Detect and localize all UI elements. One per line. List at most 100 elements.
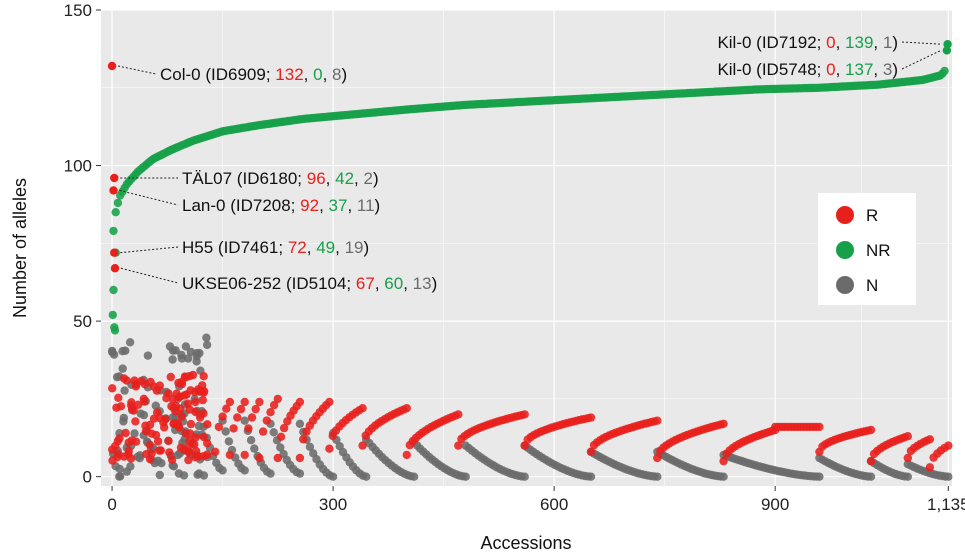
r-point [180,391,189,400]
r-point [586,413,596,422]
r-point [119,452,129,461]
n-point [903,472,912,481]
n-point [944,472,953,481]
r-point [180,372,190,381]
n-point [136,409,145,418]
r-point [247,413,257,422]
nr-point [108,310,118,320]
r-point [222,404,231,413]
r-point [203,420,212,429]
legend: R NR N [818,193,916,305]
n-point [109,350,119,359]
n-point [276,443,285,452]
annotation-part: , [873,33,882,52]
r-point [866,425,876,435]
annotation-part: 137 [845,60,873,79]
y-tick-label: 150 [64,1,92,20]
annotation-part: Kil-0 (ID7192; [717,33,826,52]
r-point [255,453,264,463]
annotation-part: 13 [413,274,432,293]
annotation-part: 96 [307,169,326,188]
r-point [925,435,935,444]
r-point [299,435,308,444]
legend-swatch [836,206,854,224]
r-point [167,455,177,464]
annotation-part: ) [892,33,898,52]
n-point [362,472,371,481]
annotation-part: , [347,196,356,215]
r-point [164,389,173,398]
r-point [184,442,194,451]
annotation-part: 0 [826,60,835,79]
r-point [116,402,126,411]
r-point [183,399,193,408]
r-point [168,394,178,404]
n-point [224,437,234,446]
r-point [295,397,305,407]
r-point [244,424,253,433]
series-r-points [108,370,953,472]
n-point [165,342,175,351]
r-point [236,404,246,414]
annotation-part: ) [432,274,438,293]
annotation-part: , [304,65,313,84]
annotation-part: , [873,60,882,79]
legend-box [818,193,916,305]
highlighted-point [107,61,117,71]
r-point [134,400,143,409]
r-point [454,410,463,419]
n-point [221,427,230,436]
r-point [184,455,193,465]
n-point [169,462,179,471]
r-point [229,424,238,433]
annotation-part: , [836,60,845,79]
r-point [266,408,275,417]
n-point [240,416,249,425]
n-point [586,472,596,481]
r-point [139,394,148,403]
annotation-part: TÄL07 (ID6180; [182,169,307,188]
r-point [119,374,129,383]
annotation-part: 0 [313,65,322,84]
legend-label: R [866,206,878,225]
n-point [177,350,186,360]
annotation-part: 8 [332,65,341,84]
n-point [135,451,145,460]
r-point [176,404,185,413]
annotation-part: , [836,33,845,52]
r-point [132,380,141,389]
r-point [225,397,235,407]
r-point [279,423,289,433]
r-point [454,441,463,450]
nr-point [940,66,949,76]
r-point [186,386,195,395]
r-point [255,397,264,407]
annotation-part: 1 [883,33,892,52]
y-axis-label: Number of alleles [10,178,30,318]
y-tick-label: 100 [64,157,92,176]
r-point [167,402,176,411]
n-point [118,364,127,373]
r-point [325,397,334,407]
annotation-part: , [326,169,335,188]
r-point [198,395,207,405]
n-point [125,338,135,347]
highlighted-point [942,46,952,55]
r-point [191,397,200,407]
r-point [719,456,728,466]
r-point [218,412,227,421]
annotation-part: 42 [335,169,354,188]
annotation-part: , [307,238,316,257]
n-point [866,472,876,481]
r-point [203,439,212,448]
r-point [815,422,824,432]
r-point [273,453,282,463]
annotation-part: UKSE06-252 (ID5104; [182,274,356,293]
r-point [273,394,282,404]
r-point [199,372,208,381]
r-point [262,416,271,425]
r-point [121,428,130,438]
n-point [199,471,209,480]
annotation-label: Lan-0 (ID7208; 92, 37, 11) [182,196,380,215]
